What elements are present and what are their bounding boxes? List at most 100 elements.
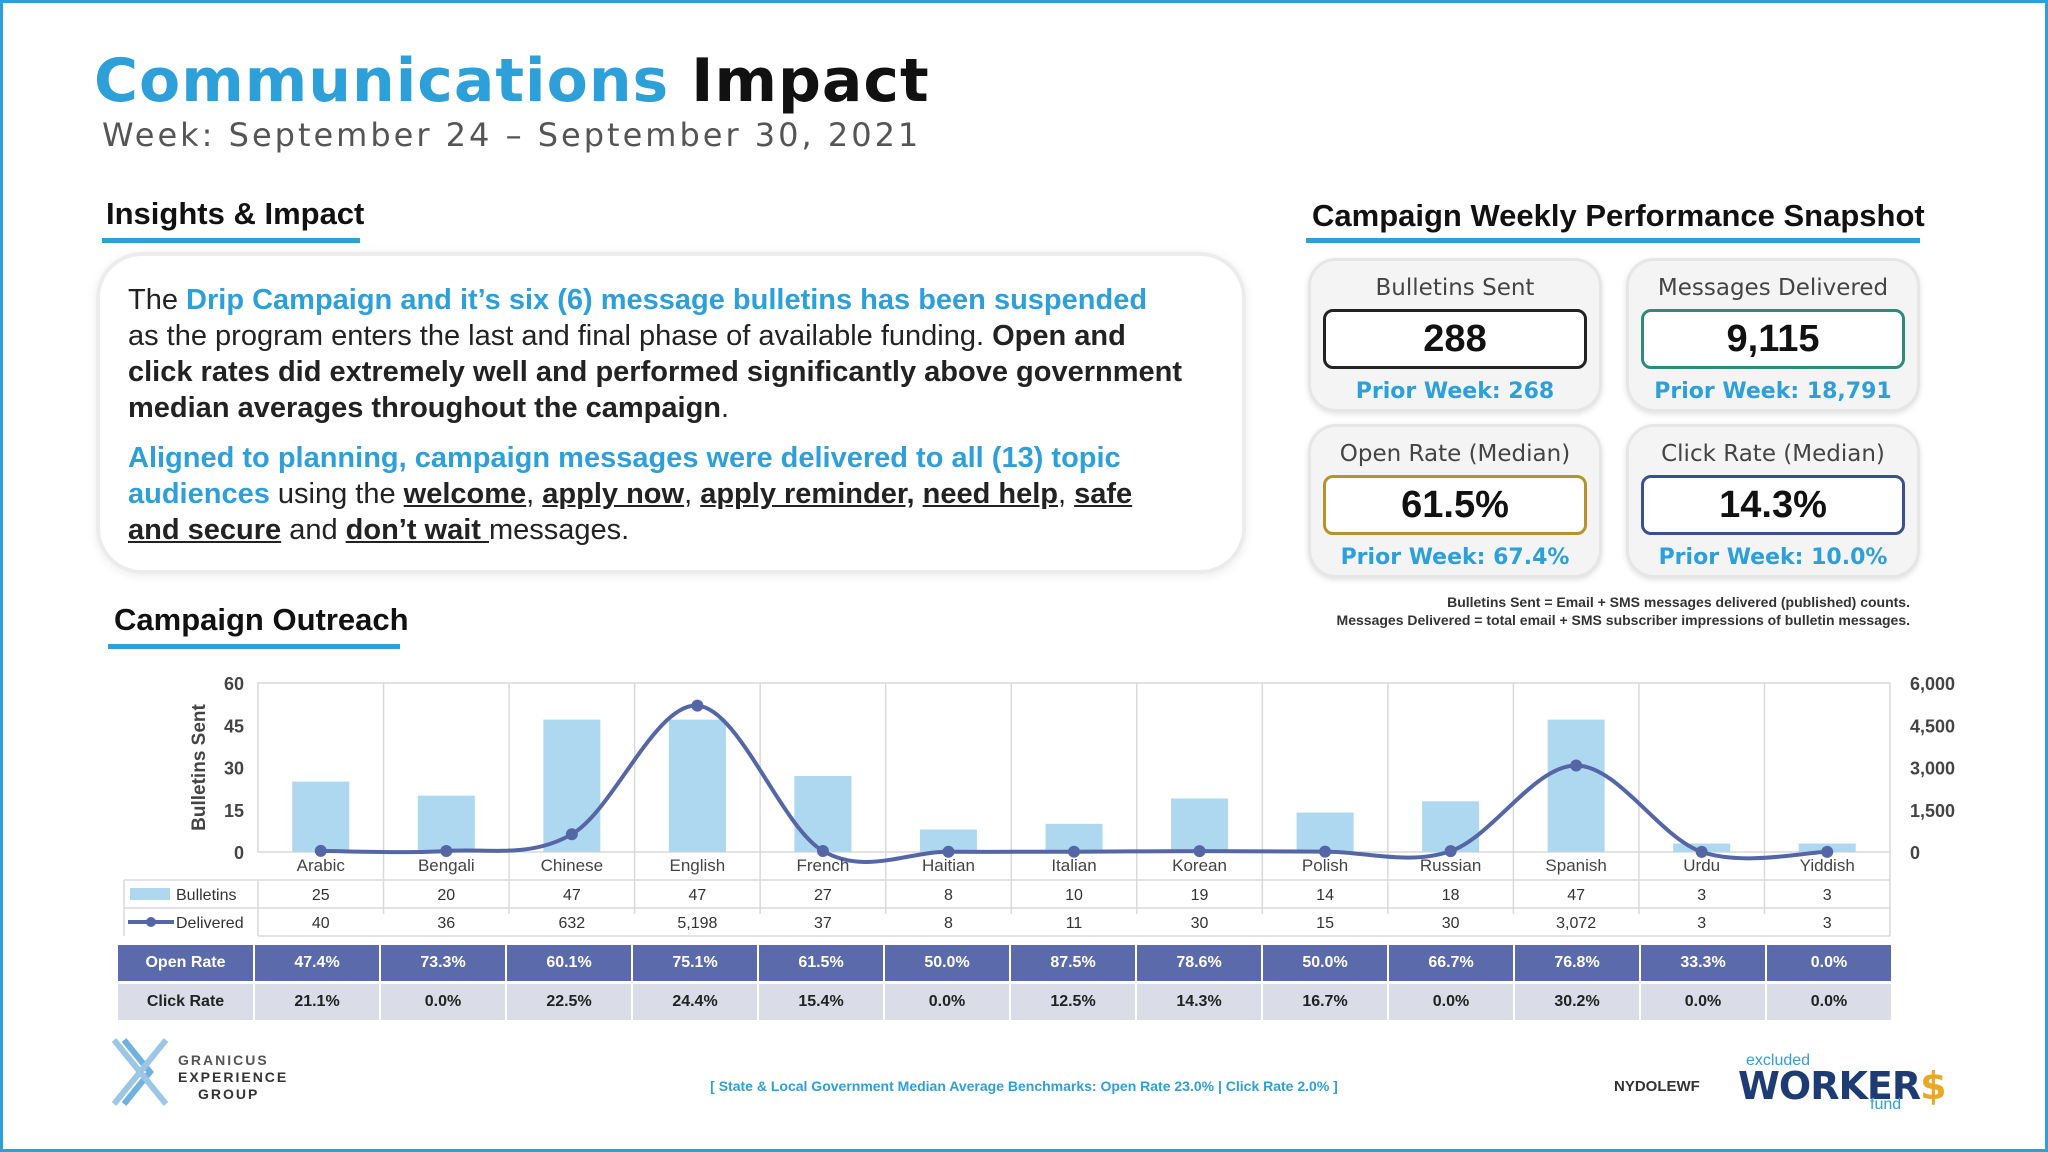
delivered-point-urdu	[1695, 845, 1708, 858]
open-rate-cell: 76.8%	[1515, 945, 1641, 981]
y2-tick-label: 0	[1910, 843, 1920, 863]
insight-segment: as the program enters the last and final…	[128, 320, 993, 352]
bulletins-value: 3	[1697, 887, 1706, 904]
y2-tick-label: 6,000	[1910, 674, 1955, 694]
delivered-value: 3	[1697, 915, 1706, 932]
y-tick-label: 30	[224, 759, 244, 779]
category-label: Italian	[1051, 856, 1096, 875]
bar-arabic	[292, 781, 350, 852]
bulletins-value: 20	[437, 887, 455, 904]
click-rate-cell: 21.1%	[255, 984, 381, 1020]
snapshot-underline	[1306, 238, 1920, 243]
title-part-2: Impact	[691, 46, 930, 116]
insight-segment: Open and click rates did extremely well …	[128, 320, 1183, 424]
category-label: Chinese	[541, 856, 603, 875]
bulletins-value: 27	[814, 887, 832, 904]
delivered-value: 30	[1191, 915, 1209, 932]
bulletins-value: 14	[1316, 887, 1334, 904]
logo-line-3: GROUP	[198, 1086, 260, 1102]
bar-russian	[1422, 801, 1480, 852]
open-rate-cell: 78.6%	[1137, 945, 1263, 981]
click-rate-cell: 0.0%	[1641, 984, 1767, 1020]
category-label: Spanish	[1545, 856, 1606, 875]
delivered-value: 8	[944, 915, 953, 932]
click-rate-cell: 24.4%	[633, 984, 759, 1020]
outreach-underline	[108, 644, 400, 649]
click-rate-cell: 15.4%	[759, 984, 885, 1020]
delivered-point-korean	[1193, 845, 1206, 858]
bar-bengali	[417, 795, 475, 852]
insight-segment: don’t wait	[345, 514, 490, 546]
bulletins-value: 47	[688, 887, 706, 904]
open-rate-cell: 87.5%	[1011, 945, 1137, 981]
bar-spanish	[1547, 719, 1605, 852]
click-rate-row: Click Rate 21.1% 0.0% 22.5% 24.4% 15.4% 0.0% 1…	[118, 984, 1893, 1020]
kpi-label: Messages Delivered	[1657, 275, 1889, 301]
kpi-note-1: Bulletins Sent = Email + SMS messages de…	[1447, 594, 1910, 610]
kpi-click-rate: Click Rate (Median) 14.3% Prior Week: 10…	[1626, 424, 1920, 578]
delivered-point-chinese	[565, 828, 578, 841]
y2-tick-label: 1,500	[1910, 801, 1955, 821]
legend-bulletins-label: Bulletins	[176, 887, 236, 904]
y-axis-label: Bulletins Sent	[189, 703, 210, 830]
week-subtitle: Week: September 24 – September 30, 2021	[102, 116, 922, 154]
click-rate-cell: 22.5%	[507, 984, 633, 1020]
delivered-value: 5,198	[677, 915, 717, 932]
bar-haitian	[919, 829, 977, 852]
open-rate-label: Open Rate	[118, 945, 255, 981]
open-rate-cell: 47.4%	[255, 945, 381, 981]
kpi-bulletins-sent: Bulletins Sent 288 Prior Week: 268	[1308, 258, 1602, 412]
title-part-1: Communications	[94, 46, 670, 116]
insight-segment: using the	[269, 478, 404, 510]
insights-underline	[102, 238, 360, 243]
outreach-heading: Campaign Outreach	[114, 602, 409, 637]
kpi-messages-delivered: Messages Delivered 9,115 Prior Week: 18,…	[1626, 258, 1920, 412]
insights-paragraph-2: Aligned to planning, campaign messages w…	[128, 440, 1184, 548]
kpi-prior: Prior Week: 67.4%	[1340, 545, 1570, 570]
open-rate-cell: 66.7%	[1389, 945, 1515, 981]
delivered-value: 3,072	[1556, 915, 1596, 932]
delivered-point-yiddish	[1821, 845, 1834, 858]
bar-polish	[1296, 812, 1354, 852]
wf-workers-text: WORKER	[1738, 1064, 1921, 1108]
snapshot-heading: Campaign Weekly Performance Snapshot	[1312, 198, 1925, 233]
workers-fund-logo: WORKER$	[1738, 1064, 1947, 1108]
category-label: English	[670, 856, 726, 875]
insight-segment: messages.	[489, 514, 630, 546]
bulletins-value: 25	[312, 887, 330, 904]
insight-segment: The	[128, 284, 187, 316]
category-label: Polish	[1302, 856, 1348, 875]
y2-tick-label: 4,500	[1910, 716, 1955, 736]
kpi-prior: Prior Week: 10.0%	[1658, 545, 1888, 570]
open-rate-cell: 33.3%	[1641, 945, 1767, 981]
open-rate-cell: 60.1%	[507, 945, 633, 981]
delivered-value: 11	[1066, 915, 1083, 932]
bulletins-value: 47	[563, 887, 581, 904]
delivered-value: 15	[1316, 915, 1334, 932]
category-label: Urdu	[1683, 856, 1720, 875]
delivered-point-english	[691, 699, 704, 712]
wf-dollar-text: $	[1920, 1064, 1946, 1108]
open-rate-cell: 50.0%	[1263, 945, 1389, 981]
delivered-point-bengali	[440, 844, 453, 857]
granicus-logo-icon	[111, 1038, 169, 1106]
legend-delivered-label: Delivered	[176, 915, 244, 932]
bar-korean	[1171, 798, 1229, 852]
page-title: Communications Impact	[94, 46, 930, 116]
delivered-value: 632	[558, 915, 585, 932]
insight-segment: apply now	[542, 478, 685, 510]
click-rate-cell: 0.0%	[381, 984, 507, 1020]
open-rate-cell: 73.3%	[381, 945, 507, 981]
kpi-note-2: Messages Delivered = total email + SMS s…	[1336, 612, 1910, 628]
insight-segment: ,	[1058, 478, 1075, 510]
kpi-value: 61.5%	[1323, 475, 1587, 535]
nydol-label: NYDOLEWF	[1614, 1078, 1700, 1095]
open-rate-cell: 61.5%	[759, 945, 885, 981]
kpi-prior: Prior Week: 18,791	[1654, 379, 1892, 404]
legend-delivered-marker	[146, 917, 156, 927]
open-rate-cell: 0.0%	[1767, 945, 1893, 981]
category-label: French	[796, 856, 849, 875]
insights-box: The Drip Campaign and it’s six (6) messa…	[96, 252, 1246, 574]
y-tick-label: 15	[224, 801, 244, 821]
